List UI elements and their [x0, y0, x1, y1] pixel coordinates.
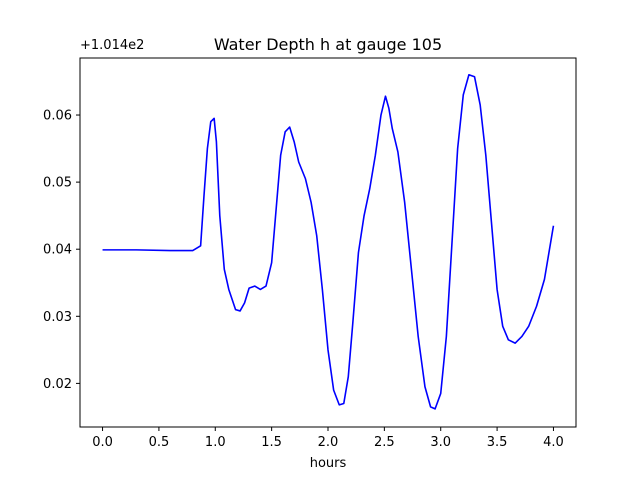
x-tick-label: 3.5: [487, 435, 508, 450]
x-axis-label: hours: [310, 456, 347, 471]
series-line-0: [102, 73, 555, 410]
plot-area: [102, 73, 555, 410]
chart-title: Water Depth h at gauge 105: [214, 35, 442, 54]
x-tick-label: 2.5: [374, 435, 395, 450]
y-tick-label: 0.04: [43, 243, 72, 258]
x-tick-label: 1.5: [261, 435, 282, 450]
x-tick-label: 0.5: [149, 435, 170, 450]
y-tick-label: 0.05: [43, 176, 72, 191]
x-tick-label: 2.0: [318, 435, 339, 450]
x-tick-label: 4.0: [543, 435, 564, 450]
x-tick-label: 0.0: [92, 435, 113, 450]
y-offset-label: +1.014e2: [80, 38, 144, 53]
x-axis: 0.0 0.5 1.0 1.5 2.0 2.5 3.0 3.5 4.0: [92, 427, 564, 450]
x-tick-label: 3.0: [430, 435, 451, 450]
y-tick-label: 0.03: [43, 310, 72, 325]
x-tick-label: 1.0: [205, 435, 226, 450]
axes-frame: [79, 57, 577, 428]
y-axis: 0.02 0.03 0.04 0.05 0.06: [43, 109, 80, 392]
y-tick-label: 0.02: [43, 377, 72, 392]
y-tick-label: 0.06: [43, 109, 72, 124]
